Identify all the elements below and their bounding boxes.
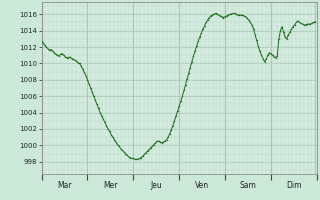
Text: Mer: Mer — [103, 181, 118, 190]
Text: Ven: Ven — [195, 181, 209, 190]
Text: Sam: Sam — [240, 181, 256, 190]
Text: Jeu: Jeu — [150, 181, 162, 190]
Text: Mar: Mar — [57, 181, 72, 190]
Text: Dim: Dim — [286, 181, 302, 190]
